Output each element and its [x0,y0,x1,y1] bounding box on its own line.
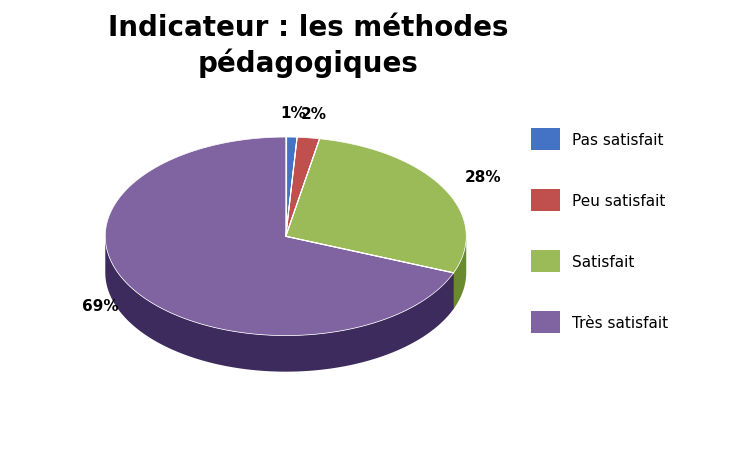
Text: Peu satisfait: Peu satisfait [572,193,665,208]
Polygon shape [453,237,466,309]
Polygon shape [286,237,453,309]
Polygon shape [105,238,453,372]
Polygon shape [286,138,320,237]
Text: Pas satisfait: Pas satisfait [572,132,663,147]
FancyBboxPatch shape [531,129,560,151]
Text: 69%: 69% [82,299,118,313]
FancyBboxPatch shape [531,311,560,334]
Text: 28%: 28% [464,170,501,185]
Polygon shape [286,138,297,237]
Text: 1%: 1% [280,106,306,121]
Polygon shape [286,139,466,273]
Polygon shape [286,237,453,309]
Text: 2%: 2% [301,107,327,122]
Text: Satisfait: Satisfait [572,254,634,269]
Polygon shape [105,138,453,336]
FancyBboxPatch shape [531,250,560,273]
Text: Indicateur : les méthodes
pédagogiques: Indicateur : les méthodes pédagogiques [108,14,508,78]
FancyBboxPatch shape [531,189,560,212]
Text: Très satisfait: Très satisfait [572,315,668,330]
